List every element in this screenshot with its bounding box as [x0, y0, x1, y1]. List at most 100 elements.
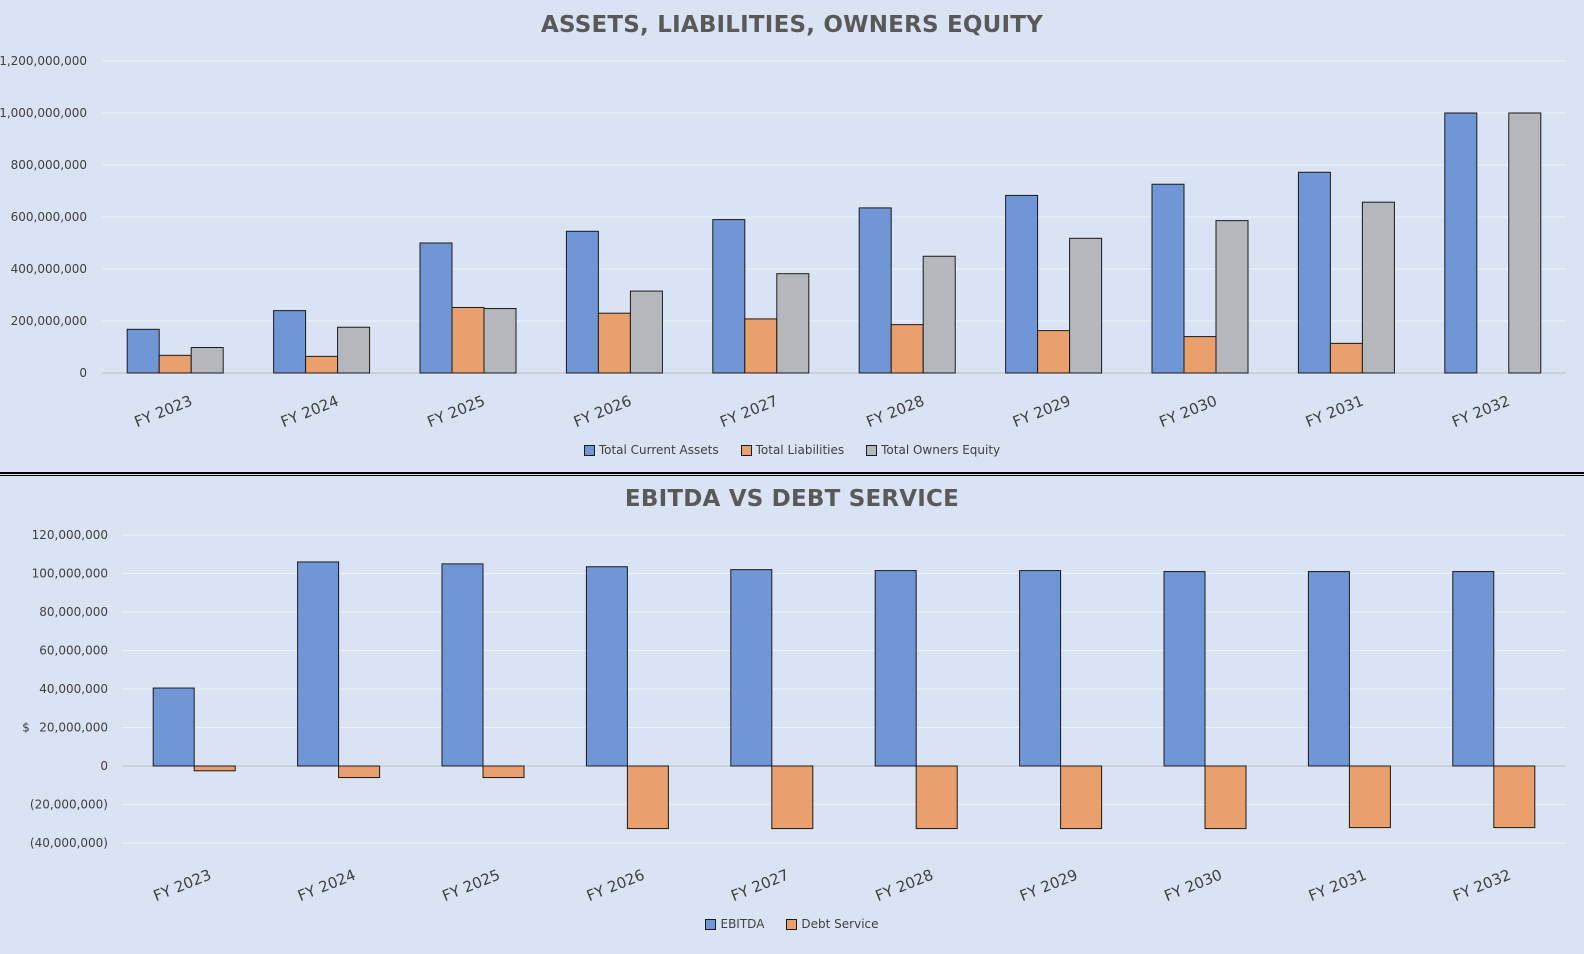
bar-total-current-assets-fy-2031 [1297, 171, 1331, 374]
bar-debt-service-fy-2025 [482, 765, 525, 779]
y-tick-label: 0 [79, 366, 87, 380]
bar-ebitda-fy-2025 [441, 563, 484, 767]
legend-swatch [786, 918, 798, 930]
legend-label: EBITDA [720, 917, 765, 931]
bar-ebitda-fy-2032 [1452, 571, 1495, 767]
ebitda-vs-debt-chart: (40,000,000) (20,000,000) 0 20,000,000 40,00… [22, 528, 1566, 905]
legend-item-total-current-assets: Total Current Assets [583, 443, 719, 457]
bar-total-owners-equity-fy-2028 [922, 255, 956, 374]
x-tick-label: FY 2031 [1306, 866, 1369, 905]
bar-total-liabilities-fy-2023 [158, 354, 192, 374]
x-tick-label: FY 2027 [728, 866, 791, 905]
bar-total-current-assets-fy-2023 [126, 328, 160, 374]
bar-total-current-assets-fy-2026 [565, 230, 599, 374]
bar-ebitda-fy-2027 [730, 569, 773, 767]
bar-debt-service-fy-2028 [915, 765, 958, 830]
legend-ebitda: EBITDA Debt Service [0, 917, 1584, 931]
chart-title-ebitda: EBITDA VS DEBT SERVICE [624, 486, 960, 512]
y-tick-label: 600,000,000 [11, 210, 87, 224]
bar-total-liabilities-fy-2026 [597, 312, 631, 374]
y-axis-title: $ [22, 721, 30, 735]
bar-total-owners-equity-fy-2025 [483, 308, 517, 374]
x-tick-label: FY 2031 [1303, 392, 1366, 431]
panel-divider [0, 472, 1584, 474]
legend-item-total-owners-equity: Total Owners Equity [866, 443, 1000, 457]
bar-total-liabilities-fy-2028 [890, 324, 924, 374]
bar-debt-service-fy-2029 [1060, 765, 1103, 830]
legend-label: Total Owners Equity [881, 443, 1001, 457]
y-tick-label: 1,000,000,000 [0, 106, 87, 120]
bar-total-current-assets-fy-2029 [1005, 194, 1039, 374]
x-tick-label: FY 2026 [571, 392, 634, 431]
bar-debt-service-fy-2031 [1348, 765, 1391, 829]
bar-total-current-assets-fy-2025 [419, 242, 453, 374]
bar-ebitda-fy-2023 [152, 687, 195, 767]
y-tick-label: 1,200,000,000 [0, 54, 87, 68]
bar-total-owners-equity-fy-2030 [1215, 220, 1249, 374]
legend-item-ebitda: EBITDA [705, 917, 764, 931]
bar-ebitda-fy-2026 [585, 566, 628, 767]
x-tick-label: FY 2025 [440, 866, 503, 905]
x-tick-label: FY 2023 [132, 392, 195, 431]
bar-total-owners-equity-fy-2032 [1508, 112, 1542, 374]
y-tick-label: 800,000,000 [11, 158, 87, 172]
bar-total-liabilities-fy-2027 [744, 318, 778, 374]
bar-debt-service-fy-2030 [1204, 765, 1247, 830]
bar-ebitda-fy-2030 [1163, 571, 1206, 767]
x-tick-label: FY 2028 [873, 866, 936, 905]
y-tick-label: 60,000,000 [39, 644, 108, 658]
bar-total-liabilities-fy-2025 [451, 306, 485, 374]
y-tick-label: (20,000,000) [30, 798, 108, 812]
bar-total-current-assets-fy-2027 [712, 219, 746, 374]
x-tick-label: FY 2023 [151, 866, 214, 905]
x-tick-label: FY 2024 [295, 866, 358, 905]
bar-total-current-assets-fy-2032 [1444, 112, 1478, 374]
y-tick-label: 120,000,000 [32, 528, 108, 542]
y-tick-label: 400,000,000 [11, 262, 87, 276]
legend-assets: Total Current Assets Total Liabilities Tot… [0, 443, 1584, 457]
bar-ebitda-fy-2029 [1019, 570, 1062, 767]
legend-label: Total Liabilities [755, 443, 845, 457]
legend-label: Debt Service [801, 917, 879, 931]
x-tick-label: FY 2029 [1010, 392, 1073, 431]
ebitda-chart-panel: EBITDA VS DEBT SERVICE (40,000,000) (20,0… [0, 477, 1584, 954]
y-tick-label: 100,000,000 [32, 567, 108, 581]
assets-liabilities-chart-panel: ASSETS, LIABILITIES, OWNERS EQUITY 0 200,… [0, 0, 1584, 472]
y-tick-label: 40,000,000 [39, 682, 108, 696]
x-tick-label: FY 2030 [1157, 392, 1220, 431]
legend-swatch [583, 444, 595, 456]
bar-total-liabilities-fy-2031 [1329, 342, 1363, 374]
x-tick-label: FY 2024 [278, 392, 341, 431]
bar-ebitda-fy-2024 [297, 561, 340, 767]
x-tick-label: FY 2030 [1162, 866, 1225, 905]
chart-title-assets: ASSETS, LIABILITIES, OWNERS EQUITY [541, 12, 1043, 38]
bar-total-owners-equity-fy-2029 [1069, 237, 1103, 374]
bar-ebitda-fy-2028 [874, 570, 917, 767]
bar-debt-service-fy-2023 [193, 765, 236, 772]
x-tick-label: FY 2032 [1449, 392, 1512, 431]
x-tick-label: FY 2032 [1450, 866, 1513, 905]
legend-swatch [866, 444, 878, 456]
y-tick-label: 200,000,000 [11, 314, 87, 328]
x-tick-label: FY 2028 [864, 392, 927, 431]
y-tick-label: 80,000,000 [39, 605, 108, 619]
panel-divider-inner [0, 475, 1584, 476]
bar-total-current-assets-fy-2030 [1151, 183, 1185, 374]
bar-total-liabilities-fy-2030 [1183, 336, 1217, 374]
bar-debt-service-fy-2026 [626, 765, 669, 830]
legend-label: Total Current Assets [598, 443, 719, 457]
bar-total-owners-equity-fy-2024 [337, 326, 371, 374]
bar-total-current-assets-fy-2028 [858, 207, 892, 374]
legend-item-debt-service: Debt Service [786, 917, 879, 931]
legend-item-total-liabilities: Total Liabilities [740, 443, 845, 457]
y-tick-label: 0 [100, 759, 108, 773]
bar-ebitda-fy-2031 [1307, 571, 1350, 767]
bar-debt-service-fy-2032 [1493, 765, 1536, 829]
legend-swatch [740, 444, 752, 456]
bar-total-owners-equity-fy-2023 [190, 347, 224, 374]
bar-total-owners-equity-fy-2031 [1361, 201, 1395, 374]
legend-swatch [705, 918, 717, 930]
x-tick-label: FY 2027 [717, 392, 780, 431]
bar-debt-service-fy-2024 [338, 765, 381, 779]
bar-total-owners-equity-fy-2027 [776, 273, 810, 374]
